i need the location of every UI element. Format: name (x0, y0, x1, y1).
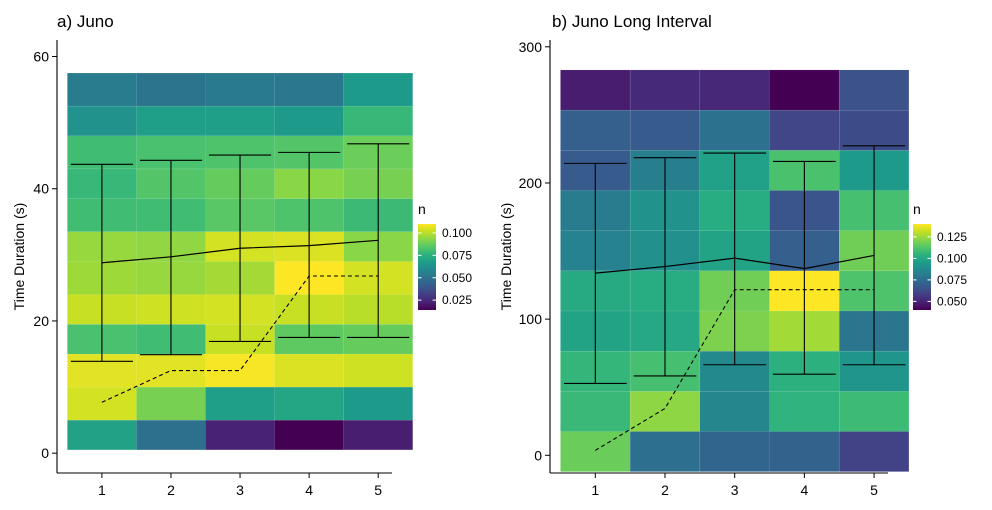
panel-title: a) Juno (57, 12, 114, 31)
x-tick-label: 4 (800, 482, 808, 498)
legend-tick-label: 0.125 (937, 230, 967, 244)
panel-title: b) Juno Long Interval (552, 12, 712, 31)
x-tick-label: 3 (236, 482, 244, 498)
heatmap-cell (699, 391, 770, 432)
error-bar (703, 152, 767, 366)
heatmap-cell (769, 391, 840, 432)
heatmap-cell (205, 386, 275, 421)
heatmap-cell (629, 109, 701, 151)
heatmap-cell (67, 105, 137, 137)
y-tick-label: 40 (33, 181, 49, 197)
error-bar (563, 162, 627, 384)
heatmap-cell (699, 109, 770, 151)
heatmap-cell (136, 419, 206, 451)
heatmap-cell (629, 431, 701, 472)
legend-tick-label: 0.100 (442, 226, 472, 240)
heatmap-cell (343, 105, 413, 137)
legend-title: n (913, 201, 921, 217)
heatmap-cell (699, 69, 770, 111)
legend-tick-label: 0.050 (442, 271, 472, 285)
y-tick-label: 60 (33, 49, 49, 65)
heatmap-cell (343, 386, 413, 421)
y-tick-label: 20 (33, 313, 49, 329)
colorbar (418, 224, 436, 310)
y-tick-label: 0 (534, 447, 542, 463)
heatmap-cell (205, 105, 275, 137)
heatmap-cell (560, 391, 631, 432)
heatmap-cell (136, 72, 206, 107)
heatmap-cell (67, 386, 137, 421)
heatmap-cell (343, 72, 413, 107)
heatmap-cell (67, 419, 137, 451)
legend-tick-label: 0.025 (442, 293, 472, 307)
heatmap-cell (838, 69, 910, 111)
dashed-line (595, 289, 875, 451)
legend-title: n (418, 201, 426, 217)
error-bar (139, 159, 203, 356)
legend-tick-label: 0.075 (937, 273, 967, 287)
y-tick-label: 300 (519, 39, 543, 55)
heatmap-cell (274, 386, 344, 421)
panel-a: 1 2 3 4 5 0 20 40 60 a) Juno Time Duration (s) n 0.0… (11, 12, 472, 498)
y-axis-title: Time Duration (s) (498, 203, 514, 311)
error-bar (842, 145, 906, 366)
dashed-line (101, 275, 379, 403)
legend-tick-label: 0.100 (937, 251, 967, 265)
colorbar (913, 224, 931, 310)
heatmap-cell (274, 353, 344, 388)
x-tick-label: 5 (374, 482, 382, 498)
legend-tick-label: 0.075 (442, 248, 472, 262)
y-axis-title: Time Duration (s) (11, 203, 27, 311)
heatmap-cell (560, 69, 631, 111)
heatmap-cell (274, 72, 344, 107)
y-tick-label: 0 (41, 445, 49, 461)
colorbar-legend: n 0.050 0.075 0.100 0.125 (913, 201, 967, 310)
mean-line (101, 239, 379, 264)
error-bar (773, 160, 836, 375)
x-tick-label: 2 (167, 482, 175, 498)
heatmap-cell (560, 109, 631, 151)
heatmap-cell (136, 386, 206, 421)
y-tick-label: 100 (519, 311, 543, 327)
colorbar-legend: n 0.025 0.050 0.075 0.100 (418, 201, 472, 310)
heatmap-cell (629, 391, 701, 432)
heatmap-cell (560, 431, 631, 472)
heatmap-cell (838, 391, 910, 432)
y-tick-label: 200 (519, 175, 543, 191)
x-tick-label: 5 (870, 482, 878, 498)
heatmap-cell (838, 109, 910, 151)
heatmap-cell (769, 69, 840, 111)
x-tick-label: 3 (731, 482, 739, 498)
heatmap-cell (274, 419, 344, 451)
heatmap-cell (699, 431, 770, 472)
heatmap-cell (838, 431, 910, 472)
heatmap-cell (769, 431, 840, 472)
heatmap-cell (769, 109, 840, 151)
panel-b: 1 2 3 4 5 0 100 200 300 b) Juno Long Interval Time… (498, 12, 967, 498)
heatmap-cell (67, 135, 137, 170)
x-tick-label: 1 (591, 482, 599, 498)
heatmap-cell (67, 72, 137, 107)
heatmap-cell (629, 69, 701, 111)
heatmap-cell (136, 105, 206, 137)
heatmap-cell (343, 419, 413, 451)
x-tick-label: 1 (98, 482, 106, 498)
heatmap-cell (274, 105, 344, 137)
error-bar (278, 151, 341, 339)
error-bars (563, 145, 906, 384)
legend-tick-label: 0.050 (937, 294, 967, 308)
mean-line (595, 254, 875, 274)
x-tick-label: 2 (661, 482, 669, 498)
heatmap-cell (205, 72, 275, 107)
heatmap-cell (205, 419, 275, 451)
heatmap-cell (343, 353, 413, 388)
x-tick-label: 4 (305, 482, 313, 498)
